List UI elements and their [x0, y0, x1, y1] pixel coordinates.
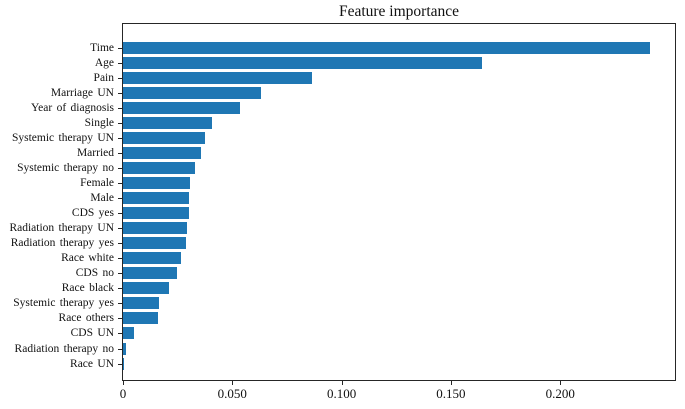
- y-tick-mark: [118, 273, 122, 275]
- x-tick-label: 0.200: [545, 386, 575, 401]
- y-tick-label: Systemic therapy UN: [11, 131, 114, 144]
- bar: [123, 267, 177, 280]
- y-tick-mark: [118, 77, 122, 79]
- y-tick-mark: [118, 243, 122, 245]
- bar: [123, 41, 650, 54]
- x-tick-mark: [560, 381, 562, 385]
- x-tick-mark: [450, 381, 452, 385]
- y-tick-mark: [118, 303, 122, 305]
- y-tick-label: Race black: [61, 282, 114, 295]
- bar: [123, 176, 190, 189]
- bar: [123, 282, 170, 295]
- x-tick-label: 0.100: [326, 386, 357, 401]
- bars-layer: [123, 24, 675, 380]
- y-tick-mark: [118, 182, 122, 184]
- bar: [123, 252, 181, 265]
- y-tick-mark: [118, 333, 122, 335]
- y-tick-mark: [118, 363, 122, 365]
- y-tick-label: CDS yes: [71, 207, 114, 220]
- bar: [123, 56, 482, 69]
- bar: [123, 357, 124, 370]
- plot-area: [122, 23, 676, 381]
- y-tick-label: Radiation therapy yes: [10, 237, 114, 250]
- y-tick-label: CDS UN: [70, 327, 114, 340]
- bar: [123, 327, 134, 340]
- bar: [123, 297, 159, 310]
- y-tick-label: Married: [76, 146, 114, 159]
- bar: [123, 237, 187, 250]
- y-tick-mark: [118, 47, 122, 49]
- y-tick-label: Age: [94, 56, 114, 69]
- x-tick-label: 0.150: [436, 386, 466, 401]
- y-tick-label: Year of diagnosis: [31, 101, 114, 114]
- y-tick-label: Race UN: [70, 357, 114, 370]
- y-tick-mark: [118, 213, 122, 215]
- y-tick-label: Marriage UN: [50, 86, 114, 99]
- bar: [123, 71, 313, 84]
- x-tick-mark: [232, 381, 234, 385]
- bar: [123, 312, 158, 325]
- bar: [123, 146, 201, 159]
- y-tick-mark: [118, 167, 122, 169]
- bar: [123, 161, 196, 174]
- y-tick-label: Race white: [61, 252, 114, 265]
- bar: [123, 192, 190, 204]
- y-tick-mark: [118, 198, 122, 199]
- x-tick-label: 0: [119, 386, 127, 401]
- y-tick-label: Systemic therapy yes: [13, 297, 114, 310]
- y-tick-label: Female: [80, 176, 114, 189]
- y-tick-label: CDS no: [75, 267, 114, 280]
- chart-title: Feature importance: [338, 3, 460, 20]
- y-tick-mark: [118, 62, 122, 64]
- y-tick-mark: [118, 137, 122, 139]
- y-tick-mark: [118, 348, 122, 350]
- bar: [123, 116, 212, 129]
- y-tick-label: Radiation therapy UN: [9, 222, 114, 235]
- y-tick-label: Time: [90, 41, 114, 54]
- y-tick-label: Single: [84, 116, 114, 129]
- bar: [123, 101, 240, 114]
- x-tick-label: 0.050: [217, 386, 247, 401]
- y-tick-mark: [118, 228, 122, 230]
- bar: [123, 86, 261, 99]
- bar: [123, 207, 189, 220]
- y-tick-mark: [118, 92, 122, 94]
- y-tick-mark: [118, 122, 122, 124]
- x-tick-mark: [341, 381, 343, 385]
- y-tick-mark: [118, 107, 122, 109]
- y-tick-mark: [118, 258, 122, 260]
- x-tick-mark: [123, 381, 124, 385]
- y-tick-label: Pain: [93, 71, 114, 84]
- y-tick-label: Systemic therapy no: [17, 161, 114, 174]
- y-tick-mark: [118, 288, 122, 290]
- y-tick-mark: [118, 152, 122, 154]
- y-tick-label: Radiation therapy no: [14, 342, 114, 355]
- bar: [123, 222, 188, 235]
- y-tick-label: Race others: [58, 312, 114, 325]
- y-tick-mark: [118, 318, 122, 320]
- bar: [123, 342, 126, 355]
- bar: [123, 131, 205, 144]
- y-tick-label: Male: [90, 192, 114, 204]
